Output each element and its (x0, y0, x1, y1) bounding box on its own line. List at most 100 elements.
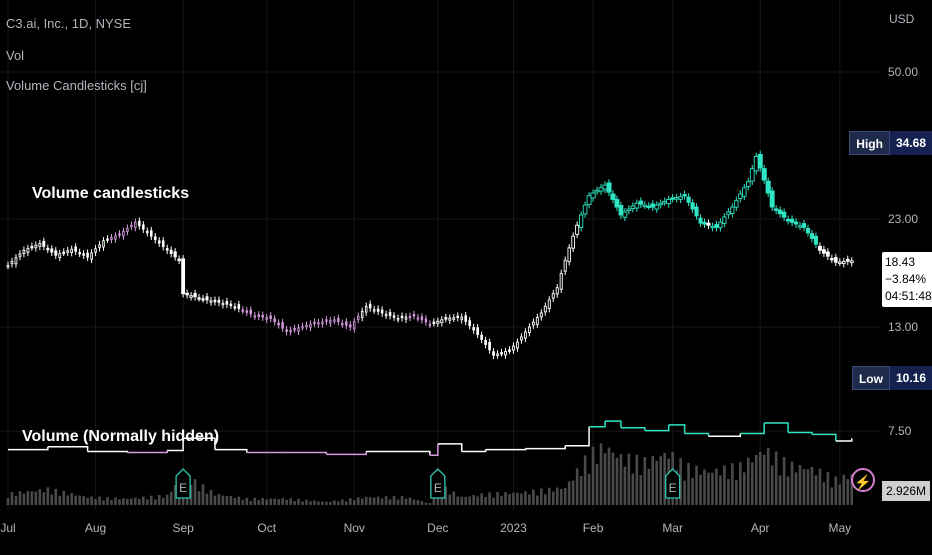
volume-bar (213, 495, 217, 505)
candle-body (185, 292, 189, 296)
candle-body (265, 317, 268, 320)
volume-bar (731, 463, 734, 505)
last-price-box: 18.43 −3.84% 04:51:48 (882, 252, 932, 307)
candle-body (118, 233, 121, 236)
volume-bar (826, 472, 830, 505)
candle-body (480, 334, 483, 340)
indicator-volume-candlesticks[interactable]: Volume Candlesticks [cj] (6, 78, 147, 93)
candle-body (289, 329, 292, 333)
candle-body (662, 200, 668, 204)
candle-body (349, 324, 352, 328)
earnings-marker-2 (665, 468, 681, 499)
volume-bar (814, 475, 818, 505)
volume-bar (305, 499, 308, 505)
volume-bar (18, 491, 22, 505)
lightning-icon[interactable]: ⚡ (851, 468, 875, 492)
volume-bar (492, 497, 495, 505)
candle-body (229, 303, 233, 307)
volume-line-segment (127, 450, 168, 454)
volume-bar (536, 495, 539, 505)
candle-body (201, 298, 205, 301)
price-tick-label: 7.50 (888, 424, 912, 438)
symbol-line[interactable]: C3.ai, Inc., 1D, NYSE (6, 16, 131, 31)
volume-bar (217, 493, 221, 505)
candle-body (630, 205, 636, 210)
volume-bar (735, 480, 738, 505)
candle-body (269, 315, 272, 319)
indicator-vol[interactable]: Vol (6, 48, 25, 63)
candle-body (805, 228, 811, 234)
candle-body (793, 221, 799, 225)
candle-body (468, 320, 471, 327)
candle-body (682, 194, 687, 197)
candle-body (90, 252, 93, 260)
candle-body (261, 314, 264, 318)
candle-body (408, 315, 412, 319)
currency-label[interactable]: USD (889, 12, 915, 26)
volume-bar (146, 499, 149, 505)
volume-bar (126, 498, 129, 505)
candle-body (492, 351, 495, 356)
candle-body (730, 206, 735, 214)
candle-body (404, 316, 408, 320)
volume-bar (372, 497, 376, 505)
volume-bar (329, 501, 332, 505)
candle-body (590, 192, 596, 199)
candle-body (333, 319, 336, 322)
volume-bar (528, 494, 531, 505)
volume-bar (532, 489, 535, 505)
last-price: 18.43 (885, 255, 916, 269)
volume-line-segment (620, 427, 646, 431)
candle-body (297, 327, 300, 332)
volume-bar (273, 498, 276, 505)
volume-line-segment (214, 448, 248, 453)
high-key: High (849, 131, 890, 155)
volume-bar (719, 475, 722, 505)
candle-body (785, 218, 791, 222)
volume-bar (90, 496, 93, 505)
candle-body (749, 168, 755, 182)
volume-bar (627, 453, 631, 505)
volume-bar (460, 496, 464, 505)
candle-body (606, 182, 612, 193)
candle-body (325, 319, 328, 322)
volume-bar (806, 469, 810, 505)
volume-bar (388, 499, 392, 505)
volume-bar (356, 497, 360, 505)
x-tick-label: Dec (427, 521, 448, 535)
candle-body (753, 156, 759, 172)
candle-body (130, 224, 133, 228)
candle-body (58, 253, 62, 258)
volume-line-segment (8, 446, 49, 451)
volume-bar (189, 484, 193, 505)
candle-body (153, 236, 157, 241)
volume-bar (484, 496, 487, 505)
volume-bar (10, 491, 14, 505)
candle-body (225, 301, 229, 305)
candle-body (504, 351, 507, 356)
candle-body (205, 296, 209, 301)
candle-body (618, 204, 624, 216)
volume-bar (547, 487, 551, 505)
volume-line-segment (764, 422, 789, 433)
volume-bar (249, 500, 253, 505)
candle-body (838, 261, 842, 264)
candle-body (189, 295, 193, 298)
candle-body (464, 315, 467, 322)
volume-line-segment (429, 443, 439, 457)
volume-bar (253, 497, 257, 505)
candle-body (563, 259, 567, 272)
volume-bar (142, 496, 145, 505)
volume-bar (818, 468, 822, 505)
candle-body (364, 305, 368, 313)
candle-body (428, 323, 431, 327)
volume-bar (798, 464, 802, 505)
candle-body (245, 310, 249, 313)
x-tick-label: Jul (0, 521, 15, 535)
candle-body (849, 260, 854, 264)
candle-body (841, 261, 846, 265)
volume-bar (551, 491, 555, 505)
volume-bar (110, 499, 113, 505)
volume-bar (432, 496, 436, 505)
